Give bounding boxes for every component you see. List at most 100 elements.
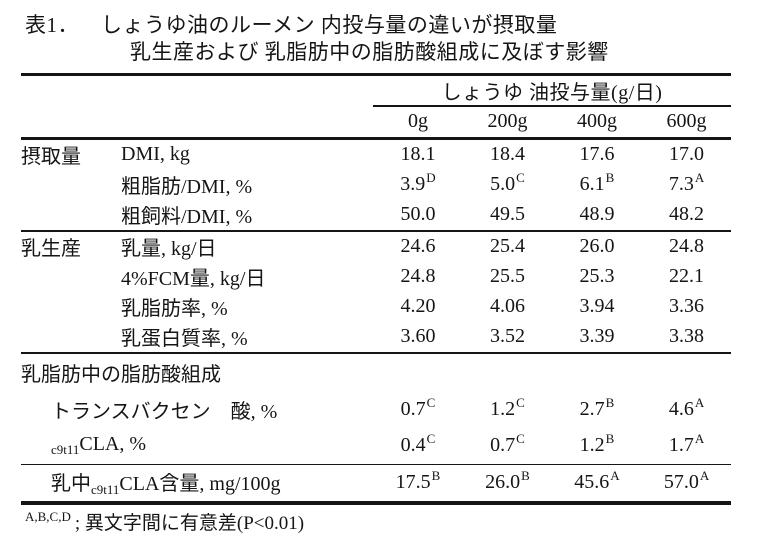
value-cell: 4.6A — [668, 395, 705, 420]
footnote-superscript: A,B,C,D — [25, 508, 71, 524]
value-cell: 18.4 — [490, 143, 525, 165]
column-header-0g: 0g — [373, 106, 463, 140]
row-label: 粗脂肪/DMI, % — [121, 176, 253, 198]
value-cell: 26.0B — [463, 463, 552, 505]
value-cell: 1.2B — [579, 431, 615, 456]
value-cell: 7.3A — [668, 170, 705, 195]
section-label: 摂取量 — [21, 145, 81, 168]
significance-superscript: A — [694, 431, 705, 446]
value-cell: 45.6A — [552, 463, 642, 505]
value-cell: 6.1B — [579, 170, 615, 195]
section-header-row: 乳脂肪中の脂肪酸組成 — [21, 351, 732, 392]
value-cell: 3.52 — [490, 325, 525, 347]
value-cell: 24.6 — [373, 229, 463, 262]
span-header-row: しょうゆ 油投与量(g/日) — [21, 74, 732, 107]
significance-superscript: A — [610, 468, 620, 483]
significance-superscript: B — [521, 468, 530, 483]
significance-superscript: B — [605, 395, 615, 410]
significance-superscript: A — [694, 170, 705, 185]
value-cell: 25.4 — [463, 229, 552, 262]
value-cell: 4.06 — [490, 295, 525, 317]
value-cell: 3.38 — [669, 325, 704, 347]
significance-superscript: B — [431, 468, 441, 483]
significance-superscript: A — [694, 395, 705, 410]
row-label: DMI, kg — [121, 143, 190, 165]
table-title-text: しょうゆ油のルーメン 内投与量の違いが摂取量 — [101, 13, 558, 37]
significance-superscript: C — [426, 431, 436, 446]
value-cell: 24.8 — [642, 229, 732, 262]
value-cell: 50.0 — [400, 203, 436, 225]
table-title-line1: 表1． しょうゆ油のルーメン 内投与量の違いが摂取量 — [25, 12, 768, 39]
row-label: c9t11CLA, % — [51, 433, 147, 457]
significance-superscript: C — [516, 395, 525, 410]
value-cell: 48.9 — [579, 203, 615, 225]
value-cell: 4.20 — [400, 295, 436, 317]
significance-superscript: B — [605, 431, 615, 446]
value-cell: 22.1 — [669, 265, 704, 287]
table-row: 摂取量 DMI, kg 18.1 18.4 17.6 17.0 — [21, 138, 731, 170]
row-label: 粗飼料/DMI, % — [121, 206, 253, 228]
value-cell: 3.36 — [669, 295, 704, 317]
empty-corner-cell — [21, 75, 373, 107]
table-row: 乳脂肪率, % 4.20 4.06 3.94 3.36 — [21, 292, 731, 322]
table-row: トランスバクセン 酸, % 0.7C 1.2C 2.7B 4.6A — [21, 392, 731, 428]
value-cell: 17.6 — [579, 143, 615, 165]
value-cell: 1.7A — [668, 431, 705, 456]
significance-superscript: D — [426, 170, 436, 185]
value-cell: 24.8 — [400, 265, 436, 287]
empty-corner-cell — [21, 106, 373, 140]
table-row: 乳生産 乳量, kg/日 24.6 25.4 26.0 24.8 — [21, 229, 732, 353]
row-label: 乳蛋白質率, % — [121, 328, 248, 350]
significance-superscript: C — [516, 170, 525, 185]
significance-superscript: C — [516, 431, 525, 446]
value-cell: 3.39 — [579, 325, 615, 347]
section-label: 乳生産 — [21, 229, 121, 353]
value-cell: 48.2 — [669, 203, 704, 225]
value-cell: 1.2C — [490, 395, 525, 420]
table-row: 粗飼料/DMI, % 50.0 49.5 48.9 48.2 — [21, 200, 731, 231]
row-label: 乳中c9t11CLA含量, mg/100g — [21, 463, 373, 505]
span-header: しょうゆ 油投与量(g/日) — [373, 74, 732, 107]
row-label: 乳量, kg/日 — [121, 229, 373, 262]
value-cell: 0.7C — [490, 431, 525, 456]
table-row: c9t11CLA, % 0.4C 0.7C 1.2B 1.7A — [21, 428, 731, 465]
significance-superscript: B — [605, 170, 615, 185]
table-number: 表1． — [25, 13, 79, 37]
value-cell: 3.9D — [400, 170, 436, 195]
row-label: 4%FCM量, kg/日 — [121, 268, 266, 290]
table-row: 4%FCM量, kg/日 24.8 25.5 25.3 22.1 — [21, 262, 731, 292]
footnote: A,B,C,D; 異文字間に有意差(P<0.01) — [25, 508, 768, 535]
value-cell: 3.94 — [579, 295, 615, 317]
table-title: 表1． しょうゆ油のルーメン 内投与量の違いが摂取量 乳生産および 乳脂肪中の脂肪… — [25, 0, 768, 66]
column-header-200g: 200g — [463, 106, 552, 140]
value-cell: 0.7C — [400, 395, 436, 420]
value-cell: 25.5 — [490, 265, 525, 287]
value-cell: 18.1 — [400, 143, 436, 165]
value-cell: 25.3 — [579, 265, 615, 287]
table-row: 乳蛋白質率, % 3.60 3.52 3.39 3.38 — [21, 322, 731, 353]
row-label: 乳脂肪率, % — [121, 298, 228, 320]
data-table: しょうゆ 油投与量(g/日) 0g 200g 400g 600g 摂取量 DMI,… — [21, 73, 732, 505]
value-cell: 3.60 — [400, 325, 436, 347]
table-title-line2: 乳生産および 乳脂肪中の脂肪酸組成に及ぼす影響 — [130, 40, 609, 64]
table-row: 乳中c9t11CLA含量, mg/100g 17.5B 26.0B 45.6A 57.0… — [21, 463, 732, 505]
value-cell: 0.4C — [400, 431, 436, 456]
section-label: 乳脂肪中の脂肪酸組成 — [21, 351, 732, 392]
value-cell: 17.5B — [373, 463, 463, 505]
value-cell: 17.0 — [669, 143, 704, 165]
significance-superscript: C — [426, 395, 436, 410]
column-header-600g: 600g — [642, 106, 732, 140]
column-header-row: 0g 200g 400g 600g — [21, 106, 732, 140]
footnote-text: ; 異文字間に有意差(P<0.01) — [74, 512, 305, 534]
value-cell: 57.0A — [642, 463, 732, 505]
value-cell: 5.0C — [490, 170, 525, 195]
significance-superscript: A — [699, 468, 710, 483]
value-cell: 2.7B — [579, 395, 615, 420]
table-body: 摂取量 DMI, kg 18.1 18.4 17.6 17.0 粗脂肪/DMI, % 3.9D… — [21, 138, 732, 505]
value-cell: 26.0 — [552, 229, 642, 262]
value-cell: 49.5 — [490, 203, 525, 225]
row-label: トランスバクセン 酸, % — [51, 401, 278, 423]
column-header-400g: 400g — [552, 106, 642, 140]
table-row: 粗脂肪/DMI, % 3.9D 5.0C 6.1B 7.3A — [21, 170, 731, 200]
